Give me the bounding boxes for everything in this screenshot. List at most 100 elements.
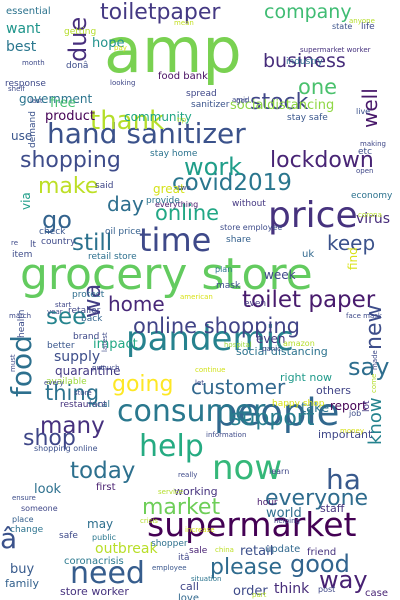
word: today bbox=[70, 458, 136, 484]
word: thank bbox=[90, 106, 165, 136]
word: public bbox=[92, 533, 117, 542]
word: even bbox=[256, 332, 286, 346]
word: spread bbox=[186, 89, 217, 99]
word: mean bbox=[174, 19, 194, 27]
word: crisis bbox=[140, 517, 158, 525]
word: sale bbox=[189, 546, 208, 556]
word: employee bbox=[152, 564, 187, 572]
word: due bbox=[64, 16, 92, 62]
word: place bbox=[12, 515, 34, 524]
word: impact bbox=[93, 337, 138, 352]
word: hope bbox=[92, 36, 125, 51]
word: hour bbox=[257, 498, 278, 508]
word: staff bbox=[320, 502, 345, 515]
word: lt bbox=[30, 240, 37, 250]
word: grocery store bbox=[20, 249, 313, 300]
word: ensure bbox=[12, 494, 36, 502]
word: continue bbox=[195, 366, 226, 374]
word: re bbox=[11, 239, 19, 247]
word: order bbox=[233, 584, 268, 599]
word: need bbox=[70, 556, 145, 591]
word: shopping bbox=[20, 148, 121, 173]
word: part bbox=[252, 591, 267, 599]
word: toiletpaper bbox=[100, 0, 221, 25]
word: safe bbox=[59, 531, 78, 541]
word: market bbox=[142, 495, 221, 520]
word: socialdistancing bbox=[230, 98, 335, 113]
word: got bbox=[236, 97, 248, 105]
word: call bbox=[180, 580, 199, 593]
word: stock bbox=[250, 90, 309, 115]
word: helping bbox=[274, 517, 300, 525]
word: price bbox=[268, 195, 358, 236]
word: family bbox=[5, 577, 39, 590]
word: restaurant bbox=[60, 400, 107, 410]
word: community bbox=[124, 110, 192, 124]
word: hand sanitizer bbox=[47, 117, 246, 150]
word: food bank bbox=[158, 71, 208, 82]
word: update bbox=[265, 544, 301, 555]
word: everyone bbox=[265, 486, 369, 511]
word: toilet paper bbox=[242, 287, 376, 313]
word: face mask bbox=[346, 312, 382, 320]
word: report bbox=[330, 399, 367, 413]
word: use bbox=[11, 129, 33, 143]
word: take bbox=[301, 401, 330, 416]
word: really bbox=[178, 471, 198, 479]
word: first bbox=[96, 482, 116, 493]
word: keep bbox=[327, 231, 376, 255]
word: best bbox=[6, 39, 37, 55]
word: american bbox=[180, 293, 213, 301]
word: customer bbox=[191, 375, 286, 399]
word: state bbox=[332, 22, 353, 31]
word: support bbox=[230, 406, 315, 431]
word: quarantine bbox=[55, 364, 121, 378]
word: amazon bbox=[283, 339, 315, 348]
word: china bbox=[215, 546, 234, 554]
word: supply bbox=[54, 349, 101, 365]
word: anyone bbox=[349, 17, 375, 25]
word: way bbox=[319, 566, 368, 594]
word: better bbox=[47, 341, 75, 351]
word: service bbox=[158, 488, 184, 496]
word: store bbox=[74, 389, 92, 397]
word: response bbox=[5, 79, 46, 89]
word: pay bbox=[114, 44, 127, 52]
word: open bbox=[356, 167, 374, 175]
word: live bbox=[356, 107, 371, 116]
word: amp bbox=[104, 14, 242, 87]
word: one bbox=[298, 75, 338, 99]
word: march bbox=[9, 312, 32, 320]
word: free bbox=[50, 96, 76, 111]
word: via bbox=[19, 192, 33, 210]
word: job bbox=[349, 409, 362, 418]
word: go bbox=[42, 206, 72, 234]
word: make bbox=[38, 174, 99, 199]
word: check bbox=[39, 227, 66, 237]
word: say bbox=[348, 353, 390, 381]
word: happy shop bbox=[272, 399, 325, 409]
word: pandemic bbox=[126, 319, 294, 359]
word: supermarket worker bbox=[300, 46, 371, 54]
word: learn bbox=[269, 467, 290, 476]
word: think bbox=[274, 581, 310, 597]
word: now bbox=[212, 448, 283, 488]
word: made bbox=[371, 350, 379, 370]
word: economy bbox=[351, 191, 393, 201]
word: essential bbox=[6, 6, 51, 17]
word: put bbox=[92, 364, 104, 372]
word: life bbox=[361, 22, 375, 32]
word: mask bbox=[216, 281, 241, 291]
word: uk bbox=[302, 249, 315, 260]
word: donâ bbox=[66, 61, 89, 71]
word: case bbox=[365, 588, 388, 599]
word: retailer bbox=[68, 306, 101, 316]
word: lockdown bbox=[270, 148, 374, 173]
word: amid bbox=[232, 96, 250, 104]
word: others bbox=[316, 384, 352, 397]
word: must bbox=[9, 354, 17, 372]
word: virus bbox=[356, 211, 391, 227]
word: online shopping bbox=[133, 314, 300, 338]
word: year bbox=[47, 308, 63, 316]
